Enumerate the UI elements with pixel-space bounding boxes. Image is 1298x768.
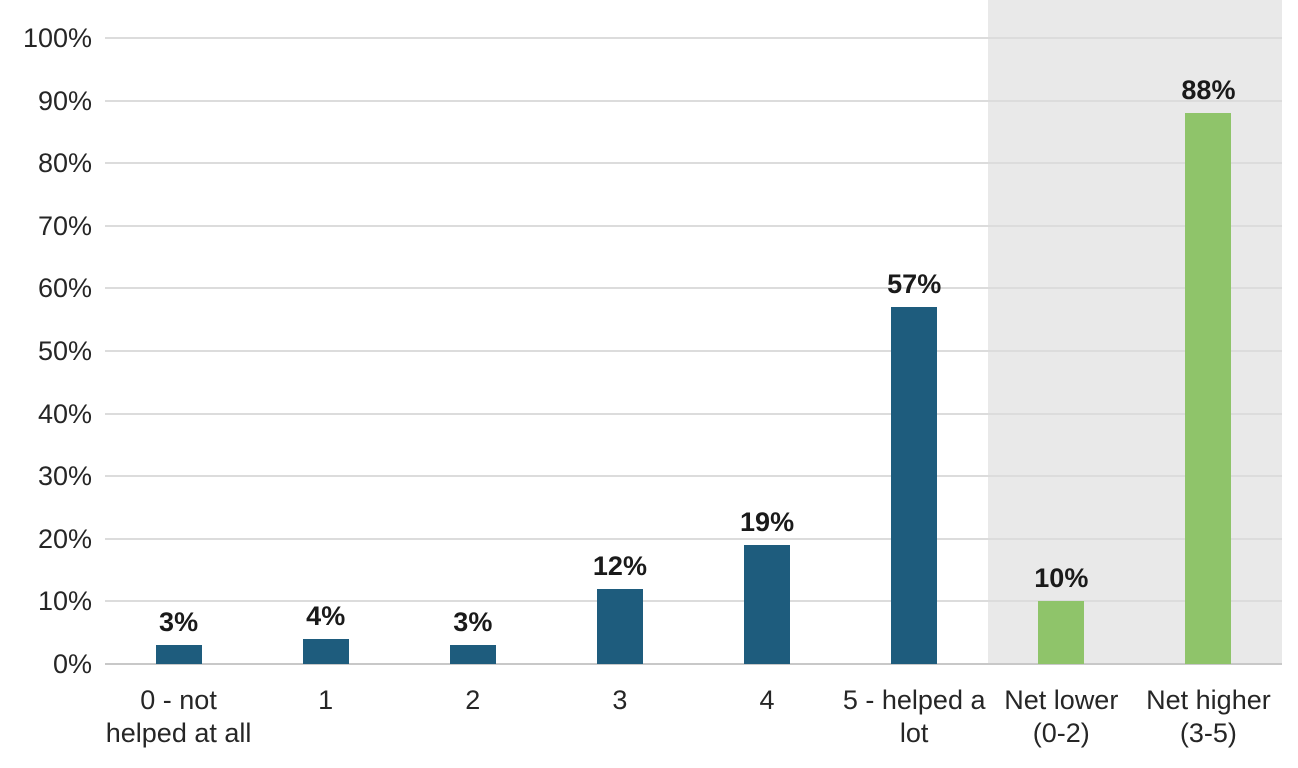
- y-tick-label: 10%: [37, 586, 92, 617]
- plot-area: 3% 4% 3% 12% 19% 57% 10% 88%: [105, 0, 1282, 665]
- data-label: 88%: [1181, 75, 1236, 106]
- data-label: 12%: [592, 550, 647, 581]
- gridline: [105, 224, 1282, 227]
- x-tick-label: 3: [546, 684, 693, 717]
- bar-7: [1185, 113, 1232, 664]
- bar-0: [155, 645, 202, 664]
- x-tick-label-text: 1: [318, 685, 334, 715]
- x-tick-label: 2: [399, 684, 546, 717]
- y-tick-label: 100%: [22, 23, 92, 53]
- data-label: 10%: [1034, 563, 1089, 594]
- gridline: [105, 99, 1282, 102]
- bar-5: [891, 307, 938, 664]
- data-label: 19%: [740, 507, 795, 538]
- x-tick-label: 4: [694, 684, 841, 717]
- x-tick-label: Net lower (0-2): [988, 684, 1135, 750]
- x-axis-line: [105, 663, 1282, 665]
- bar-2: [449, 645, 496, 664]
- y-tick-label: 0%: [52, 649, 92, 679]
- data-label: 4%: [306, 600, 346, 631]
- gridline: [105, 162, 1282, 165]
- y-tick-label: 90%: [37, 85, 92, 116]
- gridline: [105, 537, 1282, 540]
- x-tick-label-text: 4: [759, 685, 775, 715]
- gridline: [105, 350, 1282, 352]
- x-axis: 0 - not helped at all 1 2 3 4 5 - helped a lo…: [105, 684, 1282, 768]
- gridline: [105, 600, 1282, 603]
- x-tick-label-text: 5 - helped a lot: [842, 685, 986, 748]
- bar-1: [302, 638, 349, 664]
- x-tick-label: 1: [252, 684, 399, 717]
- data-label: 3%: [453, 607, 493, 638]
- gridline: [105, 412, 1282, 415]
- x-tick-label-text: Net higher (3-5): [1146, 685, 1271, 748]
- y-tick-label: 70%: [37, 210, 92, 241]
- data-label: 57%: [887, 269, 942, 300]
- x-tick-label: 0 - not helped at all: [105, 684, 252, 750]
- y-tick-label: 40%: [37, 398, 92, 429]
- net-columns-highlight-band: [987, 0, 1282, 664]
- bar-3: [596, 588, 643, 664]
- gridline: [105, 287, 1282, 290]
- x-tick-label-text: 2: [465, 685, 481, 715]
- gridline: [105, 37, 1282, 39]
- y-tick-label: 80%: [37, 148, 92, 179]
- y-tick-label: 30%: [37, 461, 92, 492]
- bar-4: [744, 545, 791, 664]
- x-tick-label-text: Net lower (0-2): [1004, 685, 1119, 748]
- bar-6: [1038, 601, 1085, 664]
- y-axis: 0% 10% 20% 30% 40% 50% 60% 70% 80% 90% 100%: [0, 0, 92, 768]
- y-tick-label: 20%: [37, 523, 92, 554]
- y-tick-label: 50%: [37, 336, 92, 366]
- data-label: 3%: [159, 607, 199, 638]
- x-tick-label: 5 - helped a lot: [841, 684, 988, 750]
- y-tick-label: 60%: [37, 273, 92, 304]
- x-tick-label: Net higher (3-5): [1135, 684, 1282, 750]
- x-tick-label-text: 0 - not helped at all: [105, 685, 252, 748]
- gridline: [105, 475, 1282, 478]
- x-tick-label-text: 3: [612, 685, 628, 715]
